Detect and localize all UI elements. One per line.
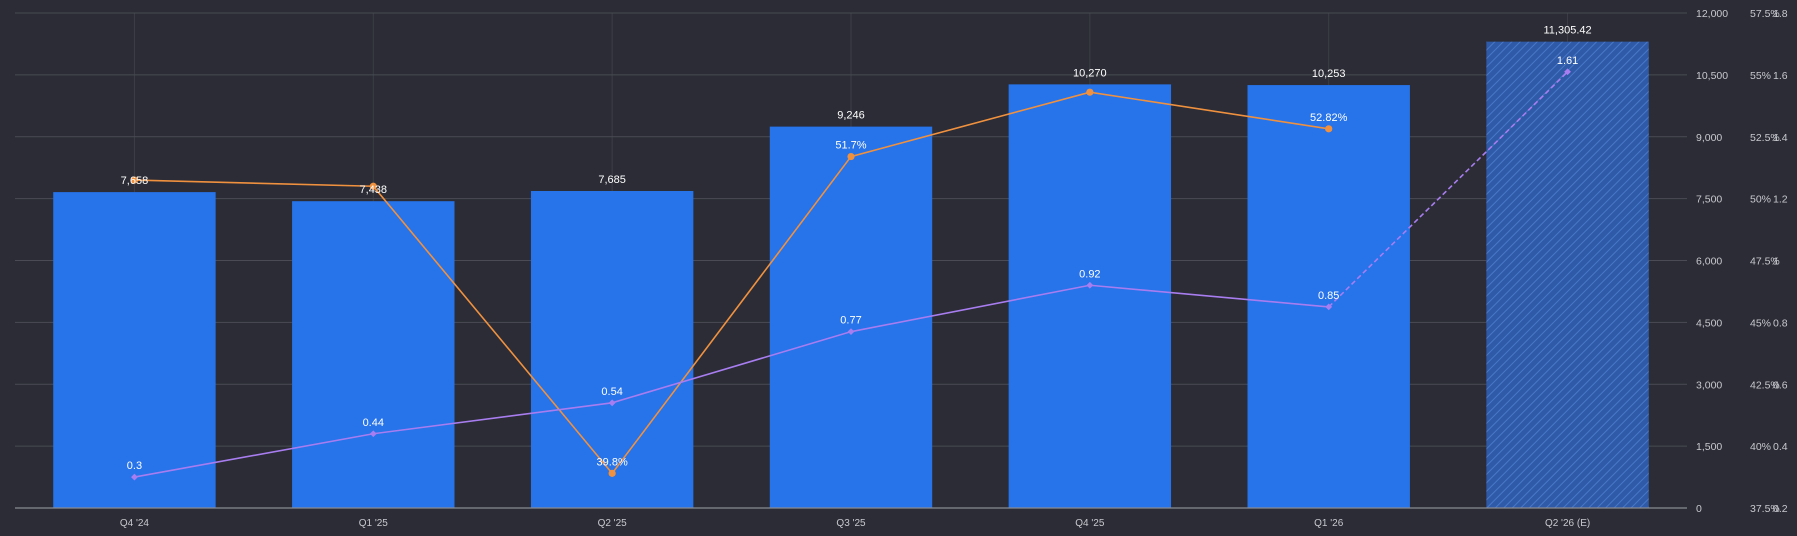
- left-axis-tick-label: 1,500: [1696, 441, 1722, 453]
- bar: [53, 192, 216, 509]
- eps-value-label: 0.54: [601, 386, 622, 398]
- eps-point: [131, 473, 138, 481]
- margin-point: [847, 152, 855, 161]
- margin-value-label: 51.7%: [835, 140, 866, 152]
- eps-point: [608, 399, 616, 407]
- bar-value-label: 11,305.42: [1544, 25, 1592, 37]
- eps-axis-tick-label: 1.8: [1773, 8, 1788, 20]
- left-axis-tick-label: 3,000: [1696, 379, 1722, 391]
- left-axis-tick-label: 6,000: [1696, 256, 1722, 268]
- margin-point: [608, 469, 616, 477]
- bar: [1247, 85, 1410, 508]
- eps-point: [847, 328, 855, 336]
- eps-value-label: 0.44: [363, 417, 384, 429]
- x-axis-tick-label: Q1 '25: [359, 518, 389, 529]
- bar-series: [53, 41, 1649, 509]
- eps-axis-tick-label: 0.4: [1773, 441, 1788, 453]
- left-axis-tick-label: 4,500: [1696, 317, 1722, 329]
- pct-axis-tick-label: 55%: [1750, 70, 1771, 82]
- margin-line: [134, 91, 1329, 475]
- bar-value-label: 9,246: [837, 110, 865, 122]
- x-axis-tick-label: Q2 '26 (E): [1545, 518, 1590, 529]
- eps-axis-tick-label: 1.4: [1773, 132, 1788, 144]
- eps-axis-tick-label: 1: [1773, 256, 1779, 268]
- pct-axis-tick-label: 50%: [1750, 194, 1771, 206]
- pct-axis-tick-label: 42.5%: [1750, 379, 1780, 391]
- margin-point: [130, 176, 139, 184]
- left-axis-tick-label: 7,500: [1696, 194, 1722, 206]
- line-series: [130, 68, 1571, 481]
- bar: [769, 126, 933, 508]
- x-axis-tick-label: Q1 '26: [1314, 518, 1344, 529]
- bar-value-label: 7,438: [360, 184, 388, 196]
- margin-point: [369, 182, 377, 190]
- pct-axis-tick-label: 45%: [1750, 317, 1771, 329]
- x-axis-tick-label: Q4 '24: [120, 518, 150, 529]
- x-axis-tick-label: Q4 '25: [1075, 518, 1105, 529]
- pct-axis-tick-label: 47.5%: [1750, 256, 1780, 268]
- eps-point: [1564, 68, 1571, 76]
- axes: 0 37.5%0.2 1,500 40% 0.4 3,000 42.5%0.6 4,500 45…: [15, 8, 1788, 529]
- eps-value-label: 0.92: [1079, 268, 1100, 280]
- bar-value-label: 10,253: [1312, 68, 1346, 80]
- data-labels: 7,658 7,438 7,685 9,246 10,270 10,253 11,305.4…: [121, 25, 1592, 472]
- pct-axis-tick-label: 52.5%: [1750, 132, 1780, 144]
- eps-point: [1325, 303, 1333, 311]
- eps-axis-tick-label: 0.8: [1773, 317, 1788, 329]
- bar: [530, 190, 694, 508]
- x-axis-tick-label: Q3 '25: [836, 518, 866, 529]
- eps-axis-tick-label: 1.6: [1773, 70, 1788, 82]
- eps-point: [1086, 281, 1094, 289]
- margin-value-label: 52.82%: [1310, 112, 1348, 124]
- left-axis-tick-label: 0: [1696, 503, 1702, 515]
- eps-line: [134, 284, 1329, 478]
- bar-estimate: [1486, 41, 1649, 508]
- pct-axis-tick-label: 57.5%: [1750, 8, 1780, 20]
- x-axis-tick-label: Q2 '25: [598, 518, 628, 529]
- eps-point: [369, 430, 377, 438]
- eps-value-label: 0.77: [840, 315, 861, 327]
- pct-axis-tick-label: 37.5%: [1750, 503, 1780, 515]
- margin-point: [1086, 88, 1094, 96]
- eps-axis-tick-label: 0.6: [1773, 379, 1788, 391]
- pct-axis-tick-label: 40%: [1750, 441, 1771, 453]
- left-axis-tick-label: 9,000: [1696, 132, 1722, 144]
- left-axis-tick-label: 12,000: [1696, 8, 1728, 20]
- eps-axis-tick-label: 1.2: [1773, 194, 1788, 206]
- bar-value-label: 7,658: [121, 175, 149, 187]
- eps-value-label: 0.3: [127, 460, 142, 472]
- eps-value-label: 0.85: [1318, 290, 1339, 302]
- margin-value-label: 39.8%: [597, 456, 628, 468]
- eps-value-label: 1.61: [1557, 55, 1578, 67]
- margin-point: [1325, 125, 1333, 133]
- left-axis-tick-label: 10,500: [1696, 70, 1728, 82]
- eps-axis-tick-label: 0.2: [1773, 503, 1788, 515]
- bar: [292, 201, 455, 508]
- bar-value-label: 10,270: [1073, 67, 1107, 79]
- bar-value-label: 7,685: [598, 174, 626, 186]
